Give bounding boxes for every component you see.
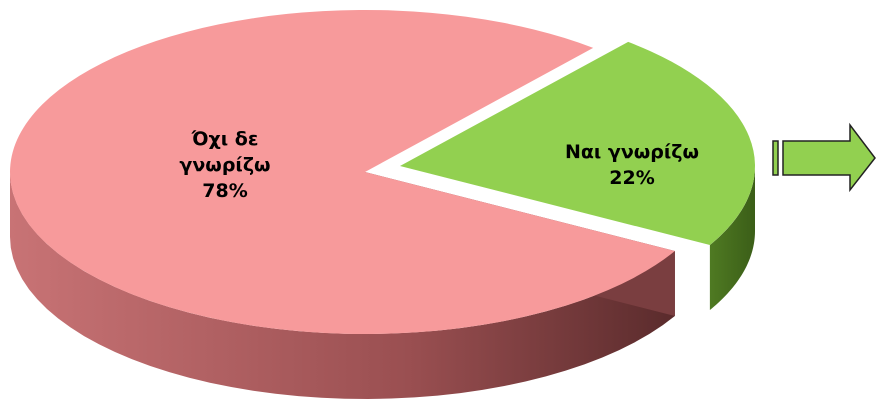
slice-category: Ναι γνωρίζω (564, 141, 700, 163)
slice-label: Ναι γνωρίζω 22% (532, 139, 732, 191)
slice-side (709, 166, 755, 311)
slice-category: Όχι δε γνωρίζω (179, 128, 271, 176)
arrow-icon (772, 122, 876, 193)
slice-label: Όχι δε γνωρίζω 78% (160, 126, 290, 204)
slice-value: 22% (609, 167, 655, 189)
pie-slice (9, 9, 675, 335)
pie-slice (400, 41, 755, 246)
slice-value: 78% (202, 180, 248, 202)
pie (9, 9, 755, 399)
slice-side (10, 172, 675, 399)
